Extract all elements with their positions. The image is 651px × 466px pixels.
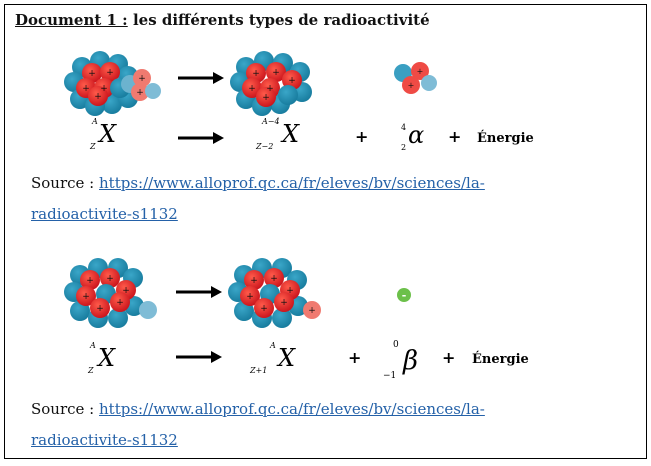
svg-text:+: +	[100, 84, 108, 94]
svg-text:+: +	[82, 84, 90, 94]
svg-text:+: +	[138, 74, 146, 84]
electron-icon: -	[397, 288, 411, 302]
svg-text:+: +	[246, 292, 254, 302]
alpha-daughter-nucleus: + +++ ++	[230, 51, 312, 116]
beta-parent-nucleus: + + + + + +	[64, 258, 157, 328]
beta-parent-Z: Z	[87, 366, 94, 375]
svg-text:+: +	[308, 306, 316, 316]
alpha-daughter-Z: Z−2	[255, 142, 273, 151]
beta-arrow-bottom	[176, 351, 222, 363]
source-1: Source : https://www.alloprof.qc.ca/fr/e…	[31, 168, 591, 230]
source-2-link-line2[interactable]: radioactivite-s1132	[31, 431, 178, 449]
alpha-arrow-top	[178, 72, 224, 84]
source-1-link-line1[interactable]: https://www.alloprof.qc.ca/fr/eleves/bv/…	[99, 174, 485, 192]
beta-particle-symbol: β	[402, 346, 418, 376]
svg-text:+: +	[266, 84, 274, 94]
alpha-parent-A: A	[91, 117, 98, 126]
svg-text:+: +	[88, 69, 96, 79]
svg-text:+: +	[106, 274, 114, 284]
beta-daughter-nucleus: + + + + + + +	[228, 258, 321, 328]
source-1-link-line2[interactable]: radioactivite-s1132	[31, 205, 178, 223]
alpha-energy-label: Énergie	[477, 130, 534, 146]
alpha-parent-Z: Z	[89, 142, 96, 151]
beta-particle-A: 0	[393, 340, 399, 350]
svg-text:+: +	[288, 76, 296, 86]
svg-text:+: +	[94, 92, 102, 102]
beta-arrow-top	[176, 286, 222, 298]
svg-text:+: +	[250, 276, 258, 286]
beta-parent-symbol: X	[96, 344, 116, 372]
svg-text:+: +	[86, 276, 94, 286]
document-title: Document 1 : les différents types de rad…	[15, 11, 430, 29]
source-2: Source : https://www.alloprof.qc.ca/fr/e…	[31, 394, 591, 456]
svg-text:+: +	[82, 292, 90, 302]
alpha-particle-icon: ++	[394, 62, 437, 94]
source-2-prefix: Source :	[31, 400, 100, 418]
beta-plus-2: +	[442, 348, 455, 367]
electron-sign: -	[402, 289, 407, 302]
title-prefix: Document 1 :	[15, 11, 128, 29]
svg-text:+: +	[262, 93, 270, 103]
beta-daughter-Z: Z+1	[249, 366, 267, 375]
beta-particle-Z: −1	[383, 371, 396, 381]
svg-text:+: +	[122, 286, 130, 296]
alpha-parent-symbol: X	[97, 120, 117, 148]
alpha-particle-Z: 2	[401, 143, 406, 152]
alpha-plus-2: +	[448, 127, 461, 146]
beta-daughter-A: A	[269, 341, 276, 350]
svg-text:+: +	[270, 274, 278, 284]
svg-text:+: +	[260, 304, 268, 314]
beta-plus-1: +	[348, 348, 361, 367]
svg-text:+: +	[136, 88, 144, 98]
svg-text:+: +	[286, 286, 294, 296]
svg-text:+: +	[116, 298, 124, 308]
svg-text:+: +	[96, 304, 104, 314]
svg-text:+: +	[106, 68, 114, 78]
alpha-particle-symbol: α	[408, 121, 424, 149]
beta-energy-label: Énergie	[472, 351, 529, 367]
alpha-parent-nucleus: + ++ ++++	[64, 51, 161, 116]
svg-text:+: +	[280, 298, 288, 308]
svg-text:+: +	[252, 69, 260, 79]
beta-daughter-symbol: X	[276, 344, 296, 372]
source-1-prefix: Source :	[31, 174, 100, 192]
alpha-arrow-bottom	[178, 132, 224, 144]
alpha-particle-A: 4	[401, 123, 406, 132]
svg-text:+: +	[248, 84, 256, 94]
source-2-link-line1[interactable]: https://www.alloprof.qc.ca/fr/eleves/bv/…	[99, 400, 485, 418]
beta-parent-A: A	[89, 341, 96, 350]
svg-text:+: +	[408, 81, 415, 90]
alpha-daughter-A: A−4	[261, 117, 280, 126]
alpha-daughter-symbol: X	[280, 120, 300, 148]
title-text: les différents types de radioactivité	[127, 11, 430, 29]
svg-text:+: +	[417, 67, 424, 76]
document-frame	[4, 4, 647, 459]
svg-text:+: +	[272, 68, 280, 78]
alpha-plus-1: +	[355, 127, 368, 146]
